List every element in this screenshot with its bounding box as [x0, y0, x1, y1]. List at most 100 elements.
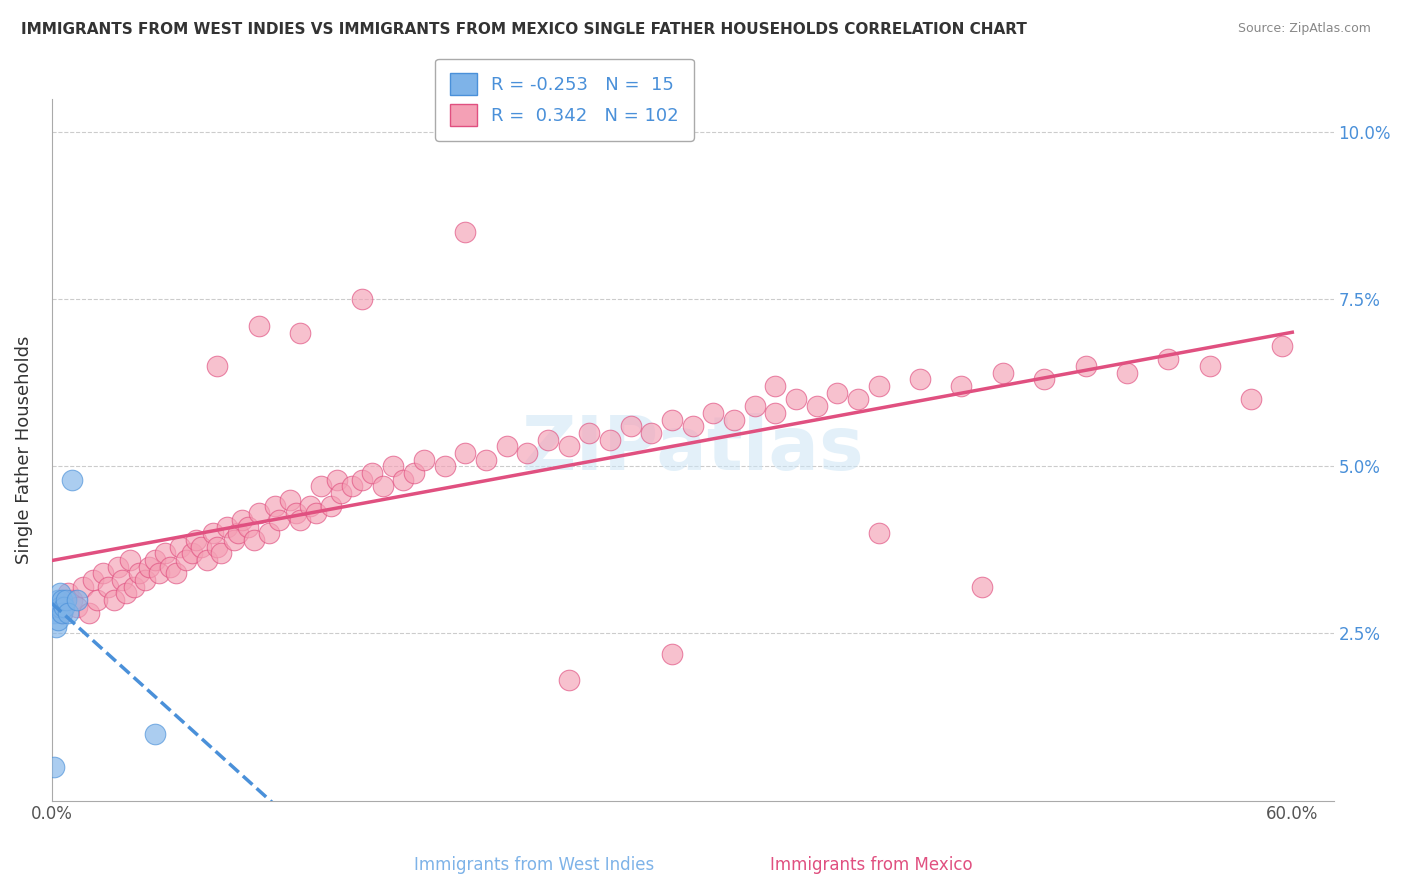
Point — [326, 473, 349, 487]
Point — [991, 366, 1014, 380]
Point — [361, 466, 384, 480]
Point — [93, 566, 115, 581]
Point — [392, 473, 415, 487]
Point — [557, 439, 579, 453]
Point — [72, 580, 94, 594]
Point — [53, 599, 76, 614]
Point — [599, 433, 621, 447]
Point — [174, 553, 197, 567]
Point — [247, 506, 270, 520]
Point — [97, 580, 120, 594]
Point — [972, 580, 994, 594]
Point — [682, 419, 704, 434]
Point — [350, 292, 373, 306]
Point — [319, 500, 342, 514]
Point — [190, 540, 212, 554]
Point — [195, 553, 218, 567]
Point — [413, 452, 436, 467]
Point — [371, 479, 394, 493]
Point — [537, 433, 560, 447]
Point — [278, 492, 301, 507]
Point — [1033, 372, 1056, 386]
Point — [381, 459, 404, 474]
Point — [120, 553, 142, 567]
Point — [128, 566, 150, 581]
Point — [578, 425, 600, 440]
Point — [42, 607, 65, 621]
Point — [205, 359, 228, 373]
Y-axis label: Single Father Households: Single Father Households — [15, 335, 32, 564]
Point — [205, 540, 228, 554]
Text: Immigrants from West Indies: Immigrants from West Indies — [415, 856, 654, 874]
Point — [827, 385, 849, 400]
Point — [264, 500, 287, 514]
Point — [155, 546, 177, 560]
Point — [475, 452, 498, 467]
Point — [111, 573, 134, 587]
Point — [950, 379, 973, 393]
Point — [247, 318, 270, 333]
Point — [238, 519, 260, 533]
Point — [402, 466, 425, 480]
Point — [51, 607, 73, 621]
Point — [1240, 392, 1263, 407]
Point — [124, 580, 146, 594]
Point — [134, 573, 156, 587]
Point — [243, 533, 266, 547]
Point — [55, 593, 77, 607]
Point — [495, 439, 517, 453]
Point — [51, 593, 73, 607]
Point — [908, 372, 931, 386]
Point — [309, 479, 332, 493]
Point — [1157, 352, 1180, 367]
Point — [115, 586, 138, 600]
Text: Source: ZipAtlas.com: Source: ZipAtlas.com — [1237, 22, 1371, 36]
Point — [51, 607, 73, 621]
Point — [620, 419, 643, 434]
Point — [159, 559, 181, 574]
Point — [65, 599, 87, 614]
Point — [640, 425, 662, 440]
Point — [433, 459, 456, 474]
Point — [1115, 366, 1137, 380]
Point — [222, 533, 245, 547]
Point — [299, 500, 322, 514]
Point — [148, 566, 170, 581]
Point — [86, 593, 108, 607]
Point — [288, 513, 311, 527]
Point — [1271, 339, 1294, 353]
Point — [49, 599, 72, 614]
Point — [46, 593, 69, 607]
Point — [661, 647, 683, 661]
Point — [763, 379, 786, 393]
Point — [288, 326, 311, 340]
Point — [226, 526, 249, 541]
Point — [330, 486, 353, 500]
Point — [58, 586, 80, 600]
Point — [45, 620, 67, 634]
Point — [62, 593, 84, 607]
Text: Immigrants from Mexico: Immigrants from Mexico — [770, 856, 973, 874]
Point — [454, 225, 477, 239]
Point — [231, 513, 253, 527]
Point — [557, 673, 579, 688]
Point — [169, 540, 191, 554]
Point — [1074, 359, 1097, 373]
Point — [46, 613, 69, 627]
Point — [1198, 359, 1220, 373]
Point — [202, 526, 225, 541]
Point — [454, 446, 477, 460]
Point — [58, 607, 80, 621]
Point — [846, 392, 869, 407]
Point — [785, 392, 807, 407]
Point — [516, 446, 538, 460]
Text: ZIPatlas: ZIPatlas — [522, 413, 865, 486]
Point — [702, 406, 724, 420]
Point — [763, 406, 786, 420]
Point — [661, 412, 683, 426]
Point — [269, 513, 291, 527]
Point — [257, 526, 280, 541]
Point — [868, 526, 890, 541]
Point — [107, 559, 129, 574]
Point — [143, 553, 166, 567]
